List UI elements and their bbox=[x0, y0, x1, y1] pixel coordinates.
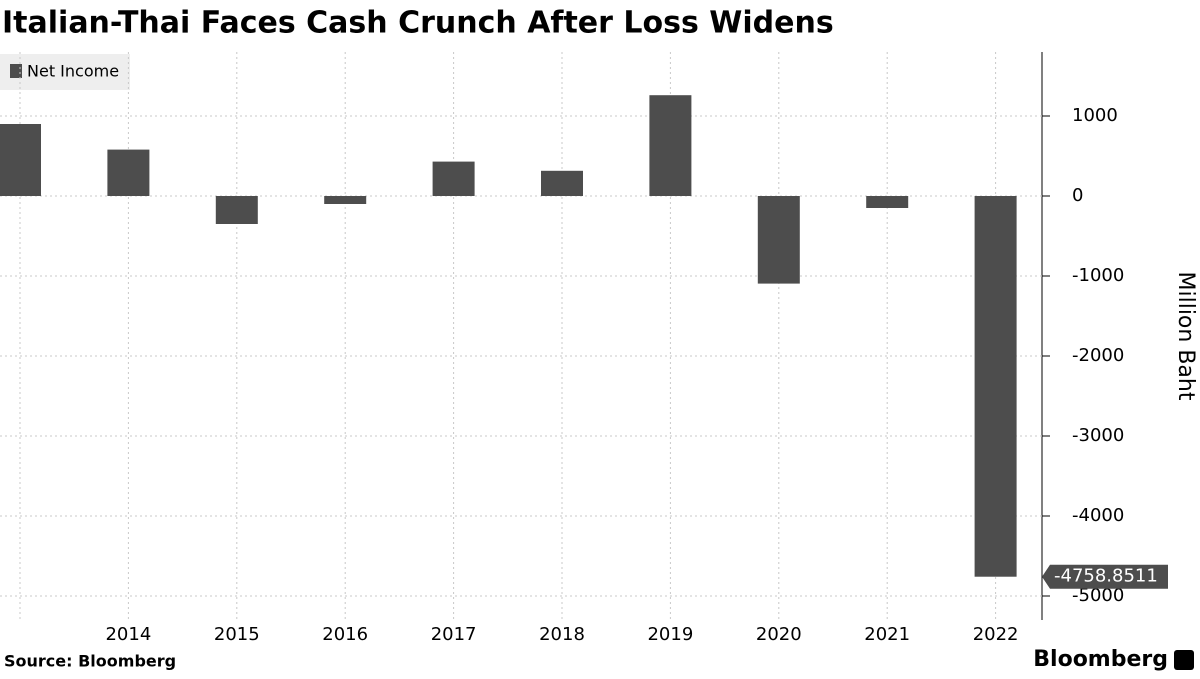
bar bbox=[107, 149, 150, 196]
chart-title: Italian-Thai Faces Cash Crunch After Los… bbox=[2, 6, 834, 41]
bar bbox=[215, 196, 258, 224]
x-tick-label: 2015 bbox=[214, 624, 260, 645]
legend-swatch bbox=[10, 64, 22, 78]
bar bbox=[866, 196, 909, 208]
x-tick-label: 2014 bbox=[105, 624, 151, 645]
bar bbox=[0, 124, 41, 196]
value-label: -4758.8511 bbox=[1054, 566, 1158, 587]
bar bbox=[757, 196, 800, 284]
bar bbox=[324, 196, 367, 204]
x-tick-label: 2022 bbox=[973, 624, 1019, 645]
x-tick-label: 2019 bbox=[647, 624, 693, 645]
y-tick-label: -3000 bbox=[1072, 425, 1124, 446]
legend-label: Net Income bbox=[27, 62, 119, 81]
x-tick-label: 2021 bbox=[864, 624, 910, 645]
brand-logo: Bloomberg bbox=[1033, 647, 1168, 672]
x-tick-label: 2017 bbox=[431, 624, 477, 645]
x-tick-label: 2016 bbox=[322, 624, 368, 645]
x-tick-label: 2018 bbox=[539, 624, 585, 645]
bar bbox=[649, 95, 692, 196]
y-tick-label: -1000 bbox=[1072, 265, 1124, 286]
value-tag bbox=[1042, 564, 1168, 589]
y-tick-label: -4000 bbox=[1072, 505, 1124, 526]
bar bbox=[541, 170, 583, 196]
y-tick-label: 1000 bbox=[1072, 105, 1118, 126]
y-tick-label: 0 bbox=[1072, 185, 1083, 206]
y-tick-label: -2000 bbox=[1072, 345, 1124, 366]
y-tick-label: -5000 bbox=[1072, 585, 1124, 606]
bar bbox=[974, 196, 1017, 577]
y-axis-label: Million Baht bbox=[1173, 272, 1198, 401]
x-tick-label: 2020 bbox=[756, 624, 802, 645]
bar bbox=[432, 161, 475, 196]
source: Source: Bloomberg bbox=[4, 652, 176, 671]
brand-icon bbox=[1174, 650, 1194, 670]
